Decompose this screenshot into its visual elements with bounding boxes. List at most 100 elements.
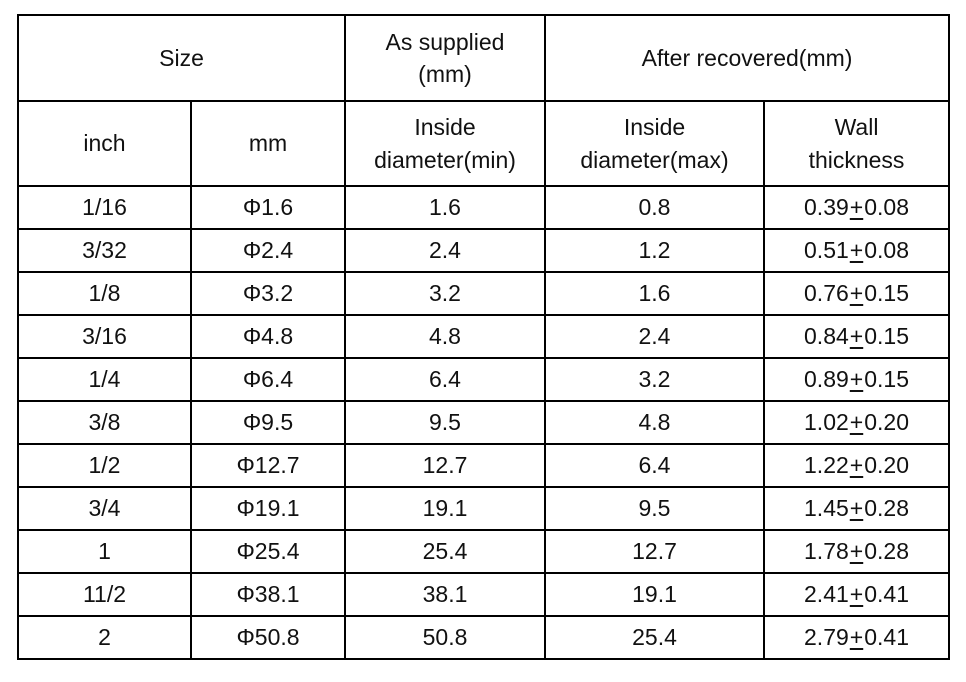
header-inside-diameter-max: Inside diameter(max) [544, 100, 765, 187]
cell-size-inch: 3/16 [17, 314, 192, 359]
cell-inside-diameter-max: 2.4 [544, 314, 765, 359]
table-row: 2 Φ50.8 50.8 25.4 2.79+0.41 [17, 615, 950, 660]
cell-inside-diameter-min: 9.5 [344, 400, 546, 445]
header-row-columns: inch mm Inside diameter(min) Inside diam… [17, 100, 950, 187]
cell-size-inch: 3/4 [17, 486, 192, 531]
plus-minus-symbol: + [849, 237, 864, 263]
cell-inside-diameter-max: 9.5 [544, 486, 765, 531]
cell-inside-diameter-min: 19.1 [344, 486, 546, 531]
plus-minus-symbol: + [849, 581, 864, 607]
cell-size-inch: 3/32 [17, 228, 192, 273]
cell-inside-diameter-min: 50.8 [344, 615, 546, 660]
cell-wall-thickness: 1.45+0.28 [763, 486, 950, 531]
wall-tolerance: 0.28 [864, 538, 909, 564]
table-row: 3/32 Φ2.4 2.4 1.2 0.51+0.08 [17, 228, 950, 273]
header-as-supplied: As supplied (mm) [344, 14, 546, 102]
wall-tolerance: 0.28 [864, 495, 909, 521]
cell-size-inch: 1/2 [17, 443, 192, 488]
cell-size-mm: Φ9.5 [190, 400, 346, 445]
header-size: Size [17, 14, 346, 102]
table-wrapper: Size As supplied (mm) After recovered(mm… [17, 14, 950, 660]
cell-wall-thickness: 1.78+0.28 [763, 529, 950, 574]
wall-tolerance: 0.41 [864, 581, 909, 607]
cell-size-inch: 1/16 [17, 185, 192, 230]
wall-tolerance: 0.08 [864, 194, 909, 220]
plus-minus-symbol: + [849, 280, 864, 306]
header-row-groups: Size As supplied (mm) After recovered(mm… [17, 14, 950, 102]
header-inch: inch [17, 100, 192, 187]
cell-inside-diameter-max: 19.1 [544, 572, 765, 617]
plus-minus-symbol: + [849, 366, 864, 392]
cell-inside-diameter-min: 4.8 [344, 314, 546, 359]
wall-base: 1.22 [804, 452, 849, 478]
cell-inside-diameter-min: 3.2 [344, 271, 546, 316]
wall-tolerance: 0.15 [864, 323, 909, 349]
cell-size-inch: 1 [17, 529, 192, 574]
wall-tolerance: 0.08 [864, 237, 909, 263]
wall-base: 2.41 [804, 581, 849, 607]
header-wall-thickness: Wall thickness [763, 100, 950, 187]
cell-size-mm: Φ3.2 [190, 271, 346, 316]
cell-size-mm: Φ2.4 [190, 228, 346, 273]
cell-inside-diameter-max: 1.6 [544, 271, 765, 316]
cell-wall-thickness: 1.22+0.20 [763, 443, 950, 488]
wall-base: 1.78 [804, 538, 849, 564]
cell-inside-diameter-min: 25.4 [344, 529, 546, 574]
cell-inside-diameter-max: 1.2 [544, 228, 765, 273]
cell-size-mm: Φ25.4 [190, 529, 346, 574]
cell-wall-thickness: 0.89+0.15 [763, 357, 950, 402]
cell-inside-diameter-max: 0.8 [544, 185, 765, 230]
cell-wall-thickness: 0.39+0.08 [763, 185, 950, 230]
plus-minus-symbol: + [849, 452, 864, 478]
table-row: 1/2 Φ12.7 12.7 6.4 1.22+0.20 [17, 443, 950, 488]
table-row: 11/2 Φ38.1 38.1 19.1 2.41+0.41 [17, 572, 950, 617]
wall-tolerance: 0.41 [864, 624, 909, 650]
wall-base: 1.02 [804, 409, 849, 435]
cell-size-mm: Φ6.4 [190, 357, 346, 402]
cell-size-mm: Φ1.6 [190, 185, 346, 230]
cell-size-inch: 11/2 [17, 572, 192, 617]
wall-base: 1.45 [804, 495, 849, 521]
table-row: 1 Φ25.4 25.4 12.7 1.78+0.28 [17, 529, 950, 574]
table-row: 3/16 Φ4.8 4.8 2.4 0.84+0.15 [17, 314, 950, 359]
cell-size-mm: Φ12.7 [190, 443, 346, 488]
wall-base: 0.89 [804, 366, 849, 392]
cell-wall-thickness: 0.76+0.15 [763, 271, 950, 316]
wall-tolerance: 0.15 [864, 280, 909, 306]
cell-wall-thickness: 0.51+0.08 [763, 228, 950, 273]
table-row: 1/8 Φ3.2 3.2 1.6 0.76+0.15 [17, 271, 950, 316]
cell-size-inch: 2 [17, 615, 192, 660]
plus-minus-symbol: + [849, 323, 864, 349]
cell-inside-diameter-max: 6.4 [544, 443, 765, 488]
cell-inside-diameter-max: 3.2 [544, 357, 765, 402]
wall-base: 0.39 [804, 194, 849, 220]
cell-size-inch: 1/8 [17, 271, 192, 316]
wall-base: 0.76 [804, 280, 849, 306]
plus-minus-symbol: + [849, 409, 864, 435]
cell-inside-diameter-min: 12.7 [344, 443, 546, 488]
cell-wall-thickness: 0.84+0.15 [763, 314, 950, 359]
cell-size-inch: 1/4 [17, 357, 192, 402]
plus-minus-symbol: + [849, 194, 864, 220]
wall-tolerance: 0.20 [864, 409, 909, 435]
plus-minus-symbol: + [849, 495, 864, 521]
plus-minus-symbol: + [849, 624, 864, 650]
cell-size-inch: 3/8 [17, 400, 192, 445]
header-after-recovered: After recovered(mm) [544, 14, 950, 102]
cell-size-mm: Φ38.1 [190, 572, 346, 617]
cell-wall-thickness: 2.79+0.41 [763, 615, 950, 660]
wall-tolerance: 0.15 [864, 366, 909, 392]
cell-inside-diameter-min: 2.4 [344, 228, 546, 273]
cell-inside-diameter-min: 1.6 [344, 185, 546, 230]
cell-inside-diameter-min: 38.1 [344, 572, 546, 617]
table-row: 3/8 Φ9.5 9.5 4.8 1.02+0.20 [17, 400, 950, 445]
header-mm: mm [190, 100, 346, 187]
plus-minus-symbol: + [849, 538, 864, 564]
table-row: 1/4 Φ6.4 6.4 3.2 0.89+0.15 [17, 357, 950, 402]
cell-inside-diameter-max: 25.4 [544, 615, 765, 660]
cell-wall-thickness: 1.02+0.20 [763, 400, 950, 445]
wall-base: 0.51 [804, 237, 849, 263]
cell-inside-diameter-max: 12.7 [544, 529, 765, 574]
header-inside-diameter-min: Inside diameter(min) [344, 100, 546, 187]
cell-size-mm: Φ50.8 [190, 615, 346, 660]
